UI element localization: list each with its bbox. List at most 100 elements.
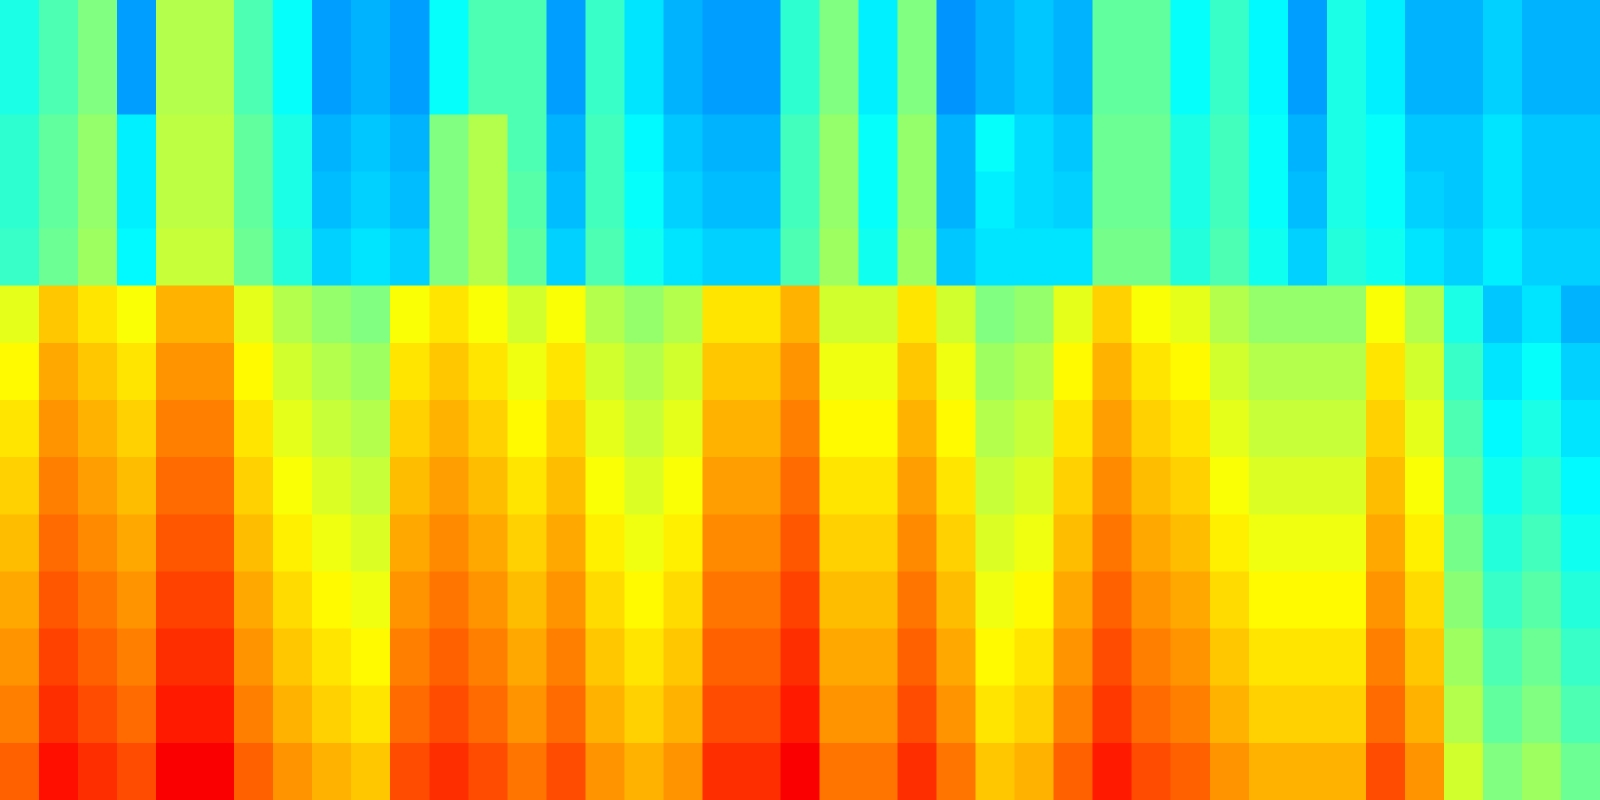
heatmap-cell <box>390 285 430 344</box>
heatmap-cell <box>1092 400 1133 458</box>
heatmap-cell <box>507 400 547 458</box>
heatmap-cell <box>195 400 235 458</box>
heatmap-cell <box>1365 400 1406 458</box>
heatmap-cell <box>585 285 625 344</box>
heatmap-cell <box>429 114 469 172</box>
heatmap-cell <box>117 400 157 458</box>
heatmap-cell <box>390 742 430 800</box>
heatmap-cell <box>741 0 781 58</box>
heatmap-cell <box>546 571 586 630</box>
heatmap-cell <box>1521 114 1562 172</box>
heatmap-cell <box>780 400 821 458</box>
heatmap-cell <box>663 228 703 287</box>
heatmap-cell <box>1287 171 1328 230</box>
heatmap-cell <box>624 571 664 630</box>
heatmap-cell <box>741 285 781 344</box>
heatmap-cell <box>1131 342 1172 401</box>
heatmap-cell <box>273 228 313 287</box>
heatmap-cell <box>819 400 860 458</box>
heatmap-cell <box>975 171 1016 230</box>
heatmap-cell <box>975 685 1016 744</box>
heatmap-cell <box>819 0 860 58</box>
heatmap-cell <box>1560 457 1600 515</box>
heatmap-cell <box>234 514 274 572</box>
heatmap-cell <box>1170 742 1211 800</box>
heatmap-cell <box>1326 742 1367 800</box>
heatmap-cell <box>780 685 821 744</box>
heatmap-cell <box>1482 57 1523 115</box>
heatmap-cell <box>663 742 703 800</box>
heatmap-cell <box>936 457 977 515</box>
heatmap-cell <box>585 514 625 572</box>
heatmap-cell <box>1053 228 1094 287</box>
heatmap-cell <box>117 114 157 172</box>
heatmap-cell <box>1326 285 1367 344</box>
heatmap-cell <box>936 742 977 800</box>
heatmap-cell <box>1326 228 1367 287</box>
heatmap-cell <box>1560 114 1600 172</box>
heatmap-cell <box>663 571 703 630</box>
heatmap-cell <box>351 171 391 230</box>
heatmap-cell <box>351 457 391 515</box>
heatmap-cell <box>1170 400 1211 458</box>
heatmap-cell <box>1365 114 1406 172</box>
heatmap-cell <box>1443 685 1484 744</box>
heatmap-cell <box>546 742 586 800</box>
heatmap-cell <box>780 571 821 630</box>
heatmap-cell <box>624 400 664 458</box>
heatmap-cell <box>312 571 352 630</box>
heatmap-cell <box>117 628 157 687</box>
heatmap-cell <box>39 57 79 115</box>
heatmap-cell <box>1209 742 1250 800</box>
heatmap-cell <box>741 457 781 515</box>
heatmap-cell <box>312 685 352 744</box>
heatmap-cell <box>156 400 196 458</box>
heatmap-cell <box>273 457 313 515</box>
heatmap-cell <box>1482 400 1523 458</box>
heatmap-cell <box>585 171 625 230</box>
heatmap-cell <box>234 571 274 630</box>
heatmap-cell <box>468 571 508 630</box>
heatmap-cell <box>663 628 703 687</box>
heatmap-cell <box>507 57 547 115</box>
heatmap-cell <box>585 228 625 287</box>
heatmap-cell <box>897 285 938 344</box>
heatmap-cell <box>195 514 235 572</box>
heatmap-cell <box>1560 742 1600 800</box>
heatmap-cell <box>1560 285 1600 344</box>
heatmap-cell <box>819 57 860 115</box>
heatmap-cell <box>468 285 508 344</box>
heatmap-cell <box>234 171 274 230</box>
heatmap-cell <box>1131 400 1172 458</box>
heatmap-cell <box>429 514 469 572</box>
heatmap-cell <box>1521 742 1562 800</box>
heatmap-cell <box>1014 571 1055 630</box>
heatmap-cell <box>195 114 235 172</box>
heatmap-cell <box>1053 571 1094 630</box>
heatmap-cell <box>39 228 79 287</box>
heatmap-cell <box>1287 0 1328 58</box>
heatmap-cell <box>195 57 235 115</box>
heatmap-cell <box>1521 628 1562 687</box>
heatmap-cell <box>546 400 586 458</box>
heatmap-cell <box>819 171 860 230</box>
heatmap-cell <box>273 114 313 172</box>
heatmap-cell <box>1365 285 1406 344</box>
heatmap-cell <box>624 685 664 744</box>
heatmap-cell <box>624 628 664 687</box>
heatmap-cell <box>0 342 40 401</box>
heatmap-cell <box>1521 571 1562 630</box>
heatmap-cell <box>1170 57 1211 115</box>
heatmap-cell <box>1209 285 1250 344</box>
heatmap-cell <box>663 57 703 115</box>
heatmap-cell <box>1014 400 1055 458</box>
heatmap-cell <box>1131 0 1172 58</box>
heatmap-cell <box>1014 685 1055 744</box>
heatmap-cell <box>234 57 274 115</box>
heatmap-cell <box>351 342 391 401</box>
heatmap-cell <box>1443 514 1484 572</box>
heatmap-cell <box>1131 285 1172 344</box>
heatmap-cell <box>1287 514 1328 572</box>
heatmap-cell <box>819 342 860 401</box>
heatmap-cell <box>312 0 352 58</box>
